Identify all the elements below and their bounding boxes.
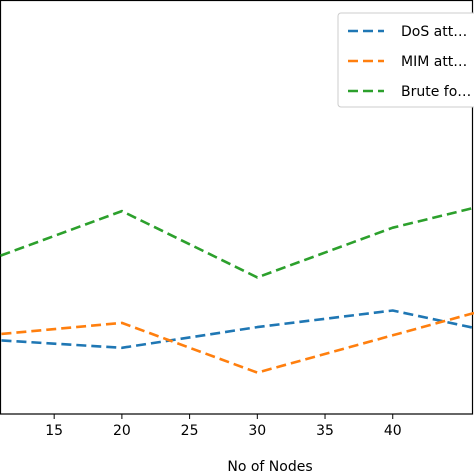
- series-3: [0, 206, 474, 279]
- legend-box: [337, 12, 474, 108]
- x-tick-label: 15: [45, 423, 63, 439]
- series-line: [0, 309, 474, 350]
- series-1: [0, 309, 474, 350]
- x-axis: 15 20 25 30 35 40: [45, 414, 402, 439]
- series-line: [0, 311, 474, 374]
- series-line: [0, 206, 474, 279]
- legend-item: DoS att…: [348, 24, 467, 40]
- x-tick-label: 40: [384, 423, 402, 439]
- series-layer: [0, 206, 474, 374]
- plot-frame: [0, 0, 474, 415]
- series-2: [0, 311, 474, 374]
- legend-item: MIM att…: [348, 54, 467, 70]
- x-axis-title: No of Nodes: [227, 459, 312, 474]
- x-tick-label: 35: [316, 423, 334, 439]
- legend-label: DoS att…: [401, 24, 467, 40]
- legend: DoS att… MIM att… Brute fo…: [337, 12, 474, 108]
- legend-label: MIM att…: [401, 54, 467, 70]
- x-tick-label: 20: [113, 423, 131, 439]
- legend-label: Brute fo…: [401, 84, 471, 100]
- x-tick-label: 30: [248, 423, 266, 439]
- legend-item: Brute fo…: [348, 84, 471, 100]
- plot-area: [0, 0, 474, 415]
- x-tick-label: 25: [181, 423, 199, 439]
